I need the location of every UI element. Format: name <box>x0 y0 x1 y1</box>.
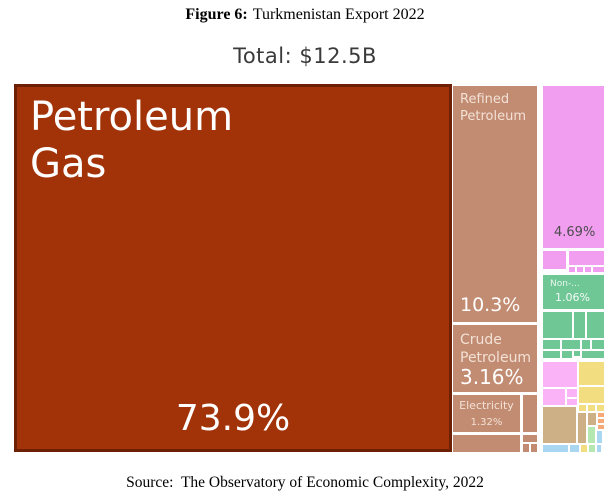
treemap-block-petroleum-gas[interactable]: Petroleum Gas 73.9% <box>14 84 452 452</box>
treemap-block-rose-sq-2[interactable] <box>523 444 529 452</box>
treemap: Petroleum Gas 73.9% Refined Petroleum 10.3%… <box>14 84 604 452</box>
treemap-block-blue-3[interactable] <box>597 445 601 452</box>
treemap-block-tan-bar[interactable] <box>578 413 586 443</box>
block-label: Crude Petroleum <box>460 332 532 367</box>
treemap-block-refined-petroleum[interactable]: Refined Petroleum 10.3% <box>453 86 537 322</box>
treemap-block-blue-bar[interactable] <box>597 431 602 443</box>
treemap-block-rose-bottom[interactable] <box>453 435 520 452</box>
treemap-block-non-textiles[interactable]: Non-... 1.06% <box>543 275 604 309</box>
treemap-block-pink-t4[interactable] <box>593 267 604 272</box>
block-percentage: 73.9% <box>175 398 291 439</box>
treemap-block-green-12[interactable] <box>582 351 604 358</box>
treemap-block-green-10[interactable] <box>562 351 572 358</box>
treemap-block-pink-main[interactable]: 4.69% <box>543 86 604 248</box>
treemap-block-green-6[interactable] <box>562 340 580 349</box>
treemap-block-rose-sq-3[interactable] <box>531 444 537 452</box>
treemap-block-yellow-6[interactable] <box>581 445 587 452</box>
treemap-block-blue-2[interactable] <box>570 445 579 452</box>
figure-number-label: Figure 6: <box>185 6 248 23</box>
treemap-block-orange-2[interactable] <box>598 419 604 423</box>
figure-title-text: Turkmenistan Export 2022 <box>252 6 425 23</box>
treemap-block-yellow-1[interactable] <box>579 362 604 385</box>
block-label: Refined Petroleum <box>460 92 526 124</box>
treemap-block-green-3[interactable] <box>574 312 585 338</box>
block-percentage: 10.3% <box>460 294 521 316</box>
treemap-block-yellow-2[interactable] <box>579 387 604 403</box>
treemap-block-blue-1[interactable] <box>543 445 568 452</box>
treemap-block-pink-2[interactable] <box>543 251 566 269</box>
treemap-block-tan-1[interactable] <box>543 407 576 443</box>
treemap-block-rose-sq-1[interactable] <box>523 435 537 442</box>
source-caption: Source: The Observatory of Economic Comp… <box>126 474 484 491</box>
treemap-block-pink-3[interactable] <box>569 251 604 265</box>
block-label: Non-... <box>550 279 580 289</box>
treemap-block-orange-3[interactable] <box>598 425 604 429</box>
figure-title: Figure 6: Turkmenistan Export 2022 <box>0 6 610 24</box>
treemap-block-pink-t1[interactable] <box>569 267 575 272</box>
treemap-block-orange-1[interactable] <box>598 413 604 417</box>
treemap-block-rose-bar[interactable] <box>523 395 537 432</box>
treemap-block-yellow-4[interactable] <box>588 405 595 411</box>
treemap-block-green-2[interactable] <box>543 312 572 338</box>
treemap-block-light-green-bar[interactable] <box>588 427 595 443</box>
treemap-block-green-5[interactable] <box>543 340 560 349</box>
treemap-block-yellow-3[interactable] <box>579 405 586 411</box>
treemap-block-pink-t2[interactable] <box>577 267 583 272</box>
treemap-block-bright-pink-2[interactable] <box>543 389 565 405</box>
block-percentage: 4.69% <box>554 225 596 240</box>
treemap-block-pink-t3[interactable] <box>585 267 591 272</box>
treemap-block-bright-pink-4[interactable] <box>567 399 577 405</box>
block-percentage: 3.16% <box>460 365 524 389</box>
treemap-block-crude-petroleum[interactable]: Crude Petroleum 3.16% <box>453 325 537 392</box>
treemap-block-green-8[interactable] <box>592 340 604 349</box>
block-label: Petroleum Gas <box>30 94 234 188</box>
total-label: Total: $12.5B <box>233 44 377 68</box>
block-label: Electricity <box>459 399 514 412</box>
treemap-block-green-11[interactable] <box>574 351 580 356</box>
treemap-block-tan-sq[interactable] <box>588 413 596 425</box>
block-percentage: 1.32% <box>470 417 503 428</box>
treemap-block-electricity[interactable]: Electricity 1.32% <box>453 395 520 432</box>
treemap-block-green-9[interactable] <box>543 351 560 358</box>
treemap-block-yellow-5[interactable] <box>597 405 604 411</box>
treemap-block-bright-pink-3[interactable] <box>567 389 577 397</box>
treemap-block-bright-pink-1[interactable] <box>543 362 577 387</box>
block-percentage: 1.06% <box>555 291 590 304</box>
treemap-block-green-7[interactable] <box>582 340 590 349</box>
treemap-block-green-4[interactable] <box>587 312 604 338</box>
treemap-block-light-green-2[interactable] <box>589 445 595 452</box>
